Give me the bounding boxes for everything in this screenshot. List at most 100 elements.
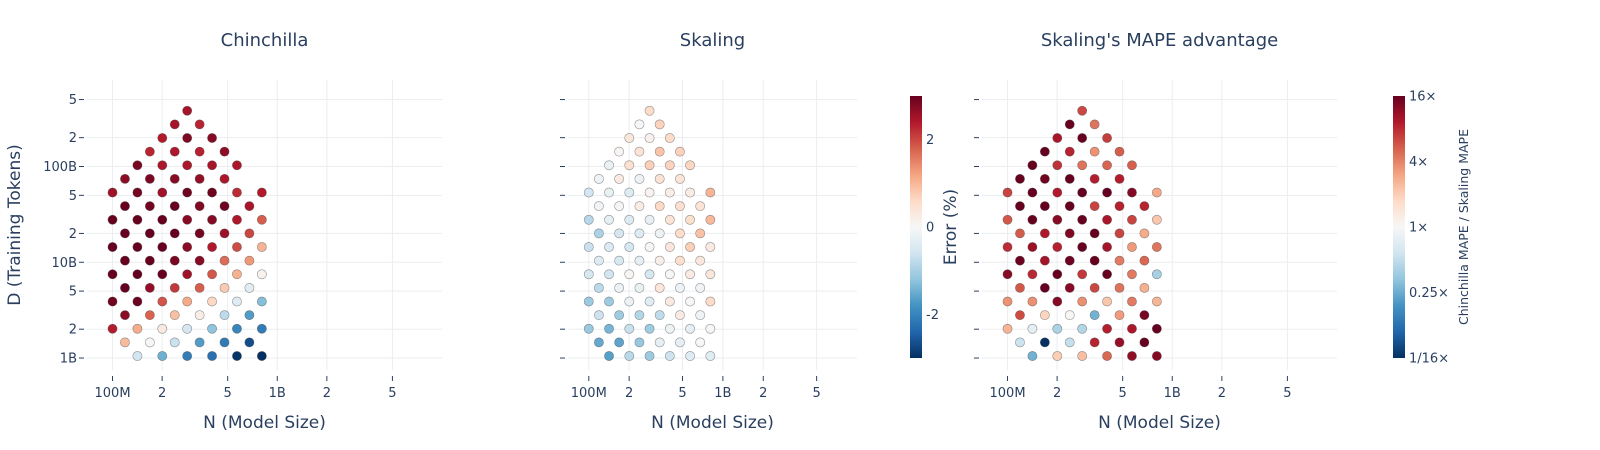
data-point	[207, 269, 217, 280]
data-point	[182, 105, 193, 116]
data-point	[1039, 173, 1050, 184]
data-point	[664, 323, 675, 334]
data-point	[1139, 310, 1150, 321]
data-point	[624, 214, 635, 225]
data-point	[604, 296, 614, 307]
data-point	[182, 187, 193, 198]
data-point	[194, 201, 205, 212]
data-point	[1039, 255, 1050, 266]
y-tick-label: 1B	[60, 352, 77, 367]
data-point	[634, 255, 645, 266]
data-point	[1089, 201, 1100, 212]
data-point	[1139, 201, 1150, 212]
data-point	[664, 296, 675, 307]
x-tick-label: 5	[678, 386, 686, 401]
data-point	[182, 296, 193, 307]
data-point	[194, 337, 205, 348]
data-point	[594, 173, 604, 184]
data-point	[1077, 214, 1088, 225]
data-point	[144, 337, 155, 348]
data-point	[194, 282, 205, 293]
data-point	[1077, 351, 1088, 361]
data-point	[1015, 201, 1025, 212]
data-point	[654, 255, 665, 266]
data-point	[1052, 214, 1063, 225]
data-point	[654, 119, 665, 130]
data-point	[664, 187, 675, 198]
data-point	[219, 228, 230, 239]
y-axis: 1B 2 5 10B 2 5 100B 2 5	[43, 93, 84, 367]
data-point	[107, 187, 118, 198]
x-tick-label: 2	[1218, 386, 1226, 401]
data-point	[244, 228, 255, 239]
data-point	[1064, 282, 1075, 293]
data-point	[120, 173, 130, 184]
data-point	[1151, 187, 1162, 198]
data-point	[695, 201, 706, 212]
data-point	[1052, 133, 1063, 143]
data-point	[644, 160, 655, 171]
data-point	[675, 282, 685, 293]
data-point	[232, 214, 242, 225]
data-point	[1089, 173, 1100, 184]
data-point	[1039, 228, 1050, 239]
data-point	[1151, 296, 1162, 307]
data-point	[1114, 201, 1125, 212]
data-point	[1077, 269, 1088, 280]
data-point	[1102, 187, 1112, 198]
data-point	[705, 269, 716, 280]
data-point	[1151, 242, 1162, 252]
data-point	[219, 337, 230, 348]
data-point	[1102, 214, 1112, 225]
data-point	[1015, 173, 1025, 184]
data-point	[654, 173, 665, 184]
data-point	[256, 187, 267, 198]
data-point	[132, 160, 143, 171]
data-point	[1015, 337, 1025, 348]
data-point	[634, 173, 645, 184]
colorbar-tick-label: 2	[926, 133, 934, 148]
data-point	[120, 310, 130, 321]
panel-title: Chinchilla	[221, 30, 309, 51]
data-point	[705, 296, 716, 307]
data-point	[157, 242, 168, 252]
x-tick-label: 1B	[269, 386, 286, 401]
data-point	[1027, 296, 1038, 307]
data-point	[169, 282, 180, 293]
data-point	[1139, 255, 1150, 266]
data-point	[614, 201, 625, 212]
data-point	[232, 187, 242, 198]
data-point	[182, 214, 193, 225]
x-tick-label: 100M	[571, 386, 607, 401]
data-point	[675, 228, 685, 239]
data-point	[664, 269, 675, 280]
data-point	[1027, 323, 1038, 334]
data-point	[594, 310, 604, 321]
panel-title: Skaling's MAPE advantage	[1041, 30, 1278, 51]
data-point	[157, 160, 168, 171]
x-tick-label: 100M	[95, 386, 131, 401]
data-point	[685, 269, 695, 280]
data-point	[144, 173, 155, 184]
data-point	[583, 187, 594, 198]
data-point	[614, 228, 625, 239]
data-point	[207, 133, 217, 143]
data-point	[675, 310, 685, 321]
data-point	[219, 310, 230, 321]
data-point	[644, 296, 655, 307]
data-point	[654, 337, 665, 348]
data-point	[1151, 269, 1162, 280]
data-point	[157, 269, 168, 280]
data-point	[107, 296, 118, 307]
data-point	[244, 201, 255, 212]
data-point	[1127, 187, 1137, 198]
data-point	[1015, 255, 1025, 266]
data-point	[1077, 133, 1088, 143]
data-point	[232, 160, 242, 171]
data-point	[634, 119, 645, 130]
data-point	[685, 214, 695, 225]
colorbar-title: Chinchilla MAPE / Skaling MAPE	[1456, 129, 1471, 325]
x-tick-label: 5	[388, 386, 396, 401]
colorbar-tick-label: 1/16×	[1409, 352, 1449, 367]
